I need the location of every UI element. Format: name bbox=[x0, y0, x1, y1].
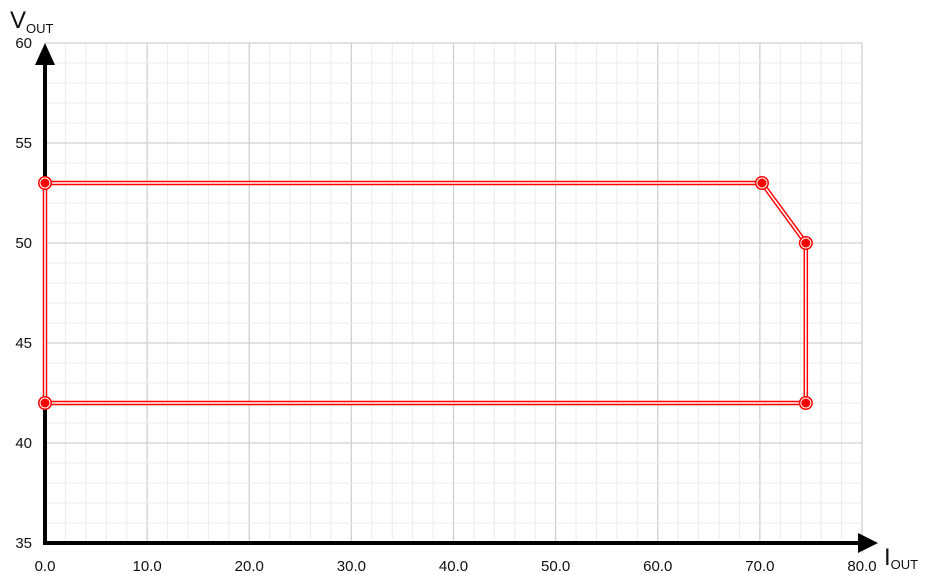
x-tick-label: 40.0 bbox=[439, 558, 468, 575]
x-axis-arrowhead bbox=[858, 533, 878, 553]
grid bbox=[44, 42, 863, 544]
x-axis-title-subscript: OUT bbox=[891, 557, 919, 572]
x-tick-label: 50.0 bbox=[541, 558, 570, 575]
series-line-outer bbox=[42, 180, 809, 406]
axes bbox=[35, 43, 878, 553]
y-axis-title-subscript: OUT bbox=[26, 21, 54, 36]
y-tick-label: 45 bbox=[15, 335, 32, 352]
series bbox=[38, 176, 813, 410]
y-tick-label: 40 bbox=[15, 435, 32, 452]
data-point-marker-ring bbox=[39, 177, 51, 189]
x-tick-label: 30.0 bbox=[337, 558, 366, 575]
data-point-marker-ring bbox=[800, 237, 812, 249]
x-axis-title: IOUT bbox=[884, 544, 918, 572]
data-point-marker-ring bbox=[39, 397, 51, 409]
y-tick-label: 50 bbox=[15, 235, 32, 252]
x-tick-label: 0.0 bbox=[35, 558, 56, 575]
y-tick-label: 60 bbox=[15, 35, 32, 52]
y-axis-arrowhead bbox=[35, 43, 55, 65]
x-tick-label: 70.0 bbox=[745, 558, 774, 575]
y-axis-title: VOUT bbox=[10, 7, 54, 36]
x-tick-label: 80.0 bbox=[847, 558, 876, 575]
x-tick-label: 20.0 bbox=[235, 558, 264, 575]
data-point-marker-ring bbox=[800, 397, 812, 409]
series-line-inner bbox=[44, 182, 807, 404]
x-tick-label: 60.0 bbox=[643, 558, 672, 575]
tick-labels: 0.0 10.0 20.0 30.0 40.0 50.0 60.0 70.0 80.0 35 40 4… bbox=[15, 35, 876, 575]
y-tick-label: 55 bbox=[15, 135, 32, 152]
x-axis-title-main: I bbox=[884, 544, 891, 571]
data-point-marker-ring bbox=[756, 177, 768, 189]
x-tick-label: 10.0 bbox=[133, 558, 162, 575]
y-tick-label: 35 bbox=[15, 535, 32, 552]
y-axis-title-main: V bbox=[10, 7, 26, 34]
